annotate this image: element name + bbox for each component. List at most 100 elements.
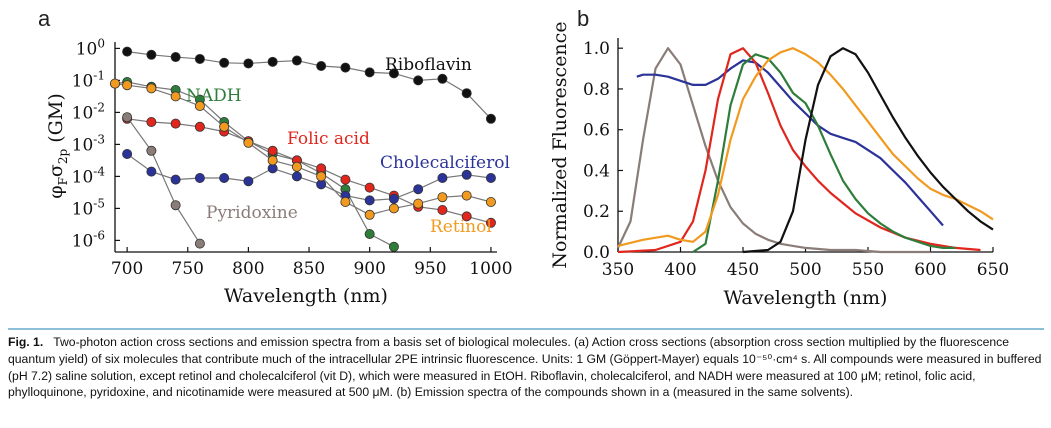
data-point-retinol [364,209,375,220]
data-point-riboflavin [219,57,230,68]
axis-a-y-title: φFσ2p (GM) [45,93,70,198]
data-point-cholecalciferol [243,176,254,187]
data-point-retinol [170,91,181,102]
series-label-nadh: NADH [186,86,242,106]
data-point-pyridoxine [122,112,133,123]
data-point-riboflavin [461,88,472,99]
data-point-retinol [194,101,205,112]
data-point-folic-acid [146,117,157,128]
data-point-folic-acid [461,211,472,222]
axis-b-x-tick-label: 550 [852,260,884,280]
data-point-riboflavin [316,61,327,72]
axis-a-y-tick-label: 10-4 [72,164,106,187]
series-line-folic-acid [127,118,492,224]
data-point-retinol [219,121,230,132]
axis-b-x-tick-label: 350 [602,260,634,280]
data-point-cholecalciferol [461,169,472,180]
data-point-folic-acid [267,145,278,156]
series-line-cholecalciferol [126,153,492,202]
data-point-riboflavin [194,53,205,64]
axis-a-x-tick-label: 850 [293,259,325,279]
data-point-folic-acid [194,121,205,132]
data-point-retinol [437,192,448,203]
series-label-riboflavin: Riboflavin [385,55,472,75]
data-point-nadh [388,241,399,252]
axis-b-y-title: Normalized Fluorescence [549,21,571,268]
axis-a-x-tick-label: 950 [414,259,446,279]
data-point-folic-acid [364,182,375,193]
data-point-folic-acid [437,204,448,215]
data-point-pyridoxine [146,145,157,156]
data-point-riboflavin [485,113,496,124]
chart-b-emission-spectra: 350 400 450 500 550 600 650 0.0 0.2 0.4 0.6 0.8 1.0 W… [549,21,1009,309]
series-label-folic-acid: Folic acid [287,129,370,149]
data-point-retinol [122,80,133,91]
axis-a-y-tick-label: 10-5 [72,196,105,219]
axis-a-y-tick-label: 100 [76,36,105,59]
data-point-riboflavin [122,46,133,57]
axis-b-y-tick-label: 1.0 [583,39,610,59]
axis-b-y-tick-label: 0.2 [583,202,610,222]
data-point-cholecalciferol [437,172,448,183]
axis-b-y-tick-label: 0.6 [583,121,610,141]
data-point-cholecalciferol [485,172,496,183]
data-point-riboflavin [267,56,278,67]
spectrum-line-pyridoxine [617,47,931,254]
data-point-retinol [485,196,496,207]
axis-a-x-title: Wavelength (nm) [224,285,388,307]
data-point-cholecalciferol [170,174,181,185]
data-point-pyridoxine [170,200,181,211]
panel-a-label: a [38,6,51,31]
data-point-riboflavin [413,75,424,86]
axis-b-x-tick-label: 650 [977,260,1009,280]
data-point-retinol [110,78,121,89]
data-point-cholecalciferol [291,171,302,182]
axis-b-x-title: Wavelength (nm) [724,287,888,309]
series-label-cholecalciferol: Cholecalciferol [380,153,510,173]
axis-b-x-tick-label: 600 [914,260,946,280]
data-point-cholecalciferol [413,184,424,195]
data-point-retinol [146,83,157,94]
axis-a-x-tick-label: 750 [172,259,204,279]
axis-a-x-tick-label: 1000 [469,259,512,279]
data-point-riboflavin [243,58,254,69]
axis-b-x-tick-label: 450 [727,260,759,280]
axis-b-y-tick-label: 0.4 [583,161,610,181]
data-point-retinol [243,137,254,148]
data-point-cholecalciferol [219,172,230,183]
chart-a-action-cross-sections: 700 750 800 850 900 950 1000 100 10-1 10-2 10-3 10-… [45,36,513,307]
spectrum-line-nadh [692,53,956,253]
data-point-retinol [388,203,399,214]
data-point-riboflavin [364,67,375,78]
data-point-nadh [364,228,375,239]
data-point-folic-acid [170,118,181,129]
data-point-riboflavin [340,62,351,73]
spectrum-line-cholecalciferol [636,59,944,227]
axis-b-y-tick-label: 0.8 [583,80,610,100]
data-point-cholecalciferol [364,195,375,206]
figure: a b 700 750 800 850 900 950 1000 100 10-1 10-2 10-… [38,6,1009,309]
axis-a-y-tick-label: 10-1 [72,68,105,91]
axis-a-y-tick-label: 10-3 [72,132,105,155]
data-point-retinol [291,161,302,172]
spectrum-line-riboflavin [742,47,994,254]
data-point-riboflavin [146,49,157,60]
figure-number: Fig. 1. [8,335,44,349]
series-line-pyridoxine [126,116,201,244]
axis-b-y-tick-label: 0.0 [583,243,610,263]
data-point-riboflavin [170,52,181,63]
data-point-cholecalciferol [146,166,157,177]
axis-a-y-tick-label: 10-6 [72,228,105,251]
data-point-retinol [461,190,472,201]
data-point-riboflavin [437,73,448,84]
figure-caption: Fig. 1. Two-photon action cross sections … [8,328,1044,420]
data-point-pyridoxine [194,238,205,249]
series-line-riboflavin [127,51,492,120]
data-point-folic-acid [485,217,496,228]
data-point-riboflavin [388,68,399,79]
axis-a-x-tick-label: 700 [111,259,143,279]
axis-b-x-tick-label: 400 [664,260,696,280]
data-point-cholecalciferol [388,193,399,204]
axis-a-y-tick-label: 10-2 [72,100,105,123]
data-point-folic-acid [340,174,351,185]
